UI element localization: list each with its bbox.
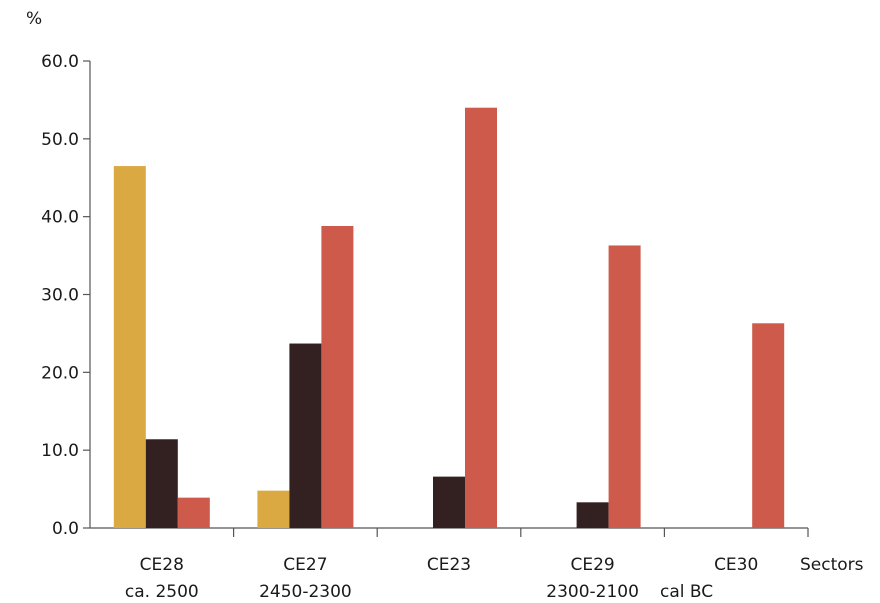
category-label: CE29 [570, 555, 614, 575]
y-tick-label: 60.0 [41, 52, 79, 72]
bar-ce27-series-3 [321, 226, 354, 529]
bar-ce28-series-1 [113, 166, 146, 528]
y-axis-title: % [26, 9, 42, 29]
y-tick-label: 0.0 [52, 519, 79, 539]
y-tick-label: 50.0 [41, 130, 79, 150]
category-labels: CE28 ca. 2500 CE27 2450-2300 CE23 CE29 2300-21… [125, 555, 758, 602]
bars [113, 107, 785, 529]
unit-label: cal BC [660, 582, 713, 602]
y-tick-label: 10.0 [41, 441, 79, 461]
y-tick-label: 40.0 [41, 208, 79, 228]
category-label: CE28 [140, 555, 184, 575]
axes [89, 61, 808, 529]
bar-ce23-series-3 [465, 107, 497, 528]
bar-ce27-series-2 [289, 343, 322, 528]
bar-ce23-series-2 [433, 476, 465, 528]
y-tick-label: 20.0 [41, 363, 79, 383]
x-ticks [233, 528, 809, 537]
category-date-label: ca. 2500 [125, 582, 199, 602]
category-label: CE23 [427, 555, 471, 575]
bar-ce30-series-3 [752, 323, 785, 528]
bar-ce29-series-3 [608, 245, 641, 528]
bar-ce27-series-1 [257, 490, 290, 528]
bar-ce28-series-3 [177, 497, 210, 528]
bar-ce29-series-2 [576, 502, 609, 528]
category-date-label: 2300-2100 [546, 582, 639, 602]
x-axis-title: Sectors [800, 555, 864, 575]
y-ticks: 0.0 10.0 20.0 30.0 40.0 50.0 60.0 [41, 52, 90, 539]
bar-ce28-series-2 [145, 439, 178, 528]
category-label: CE27 [283, 555, 327, 575]
category-label: CE30 [714, 555, 758, 575]
y-tick-label: 30.0 [41, 286, 79, 306]
category-date-label: 2450-2300 [259, 582, 352, 602]
